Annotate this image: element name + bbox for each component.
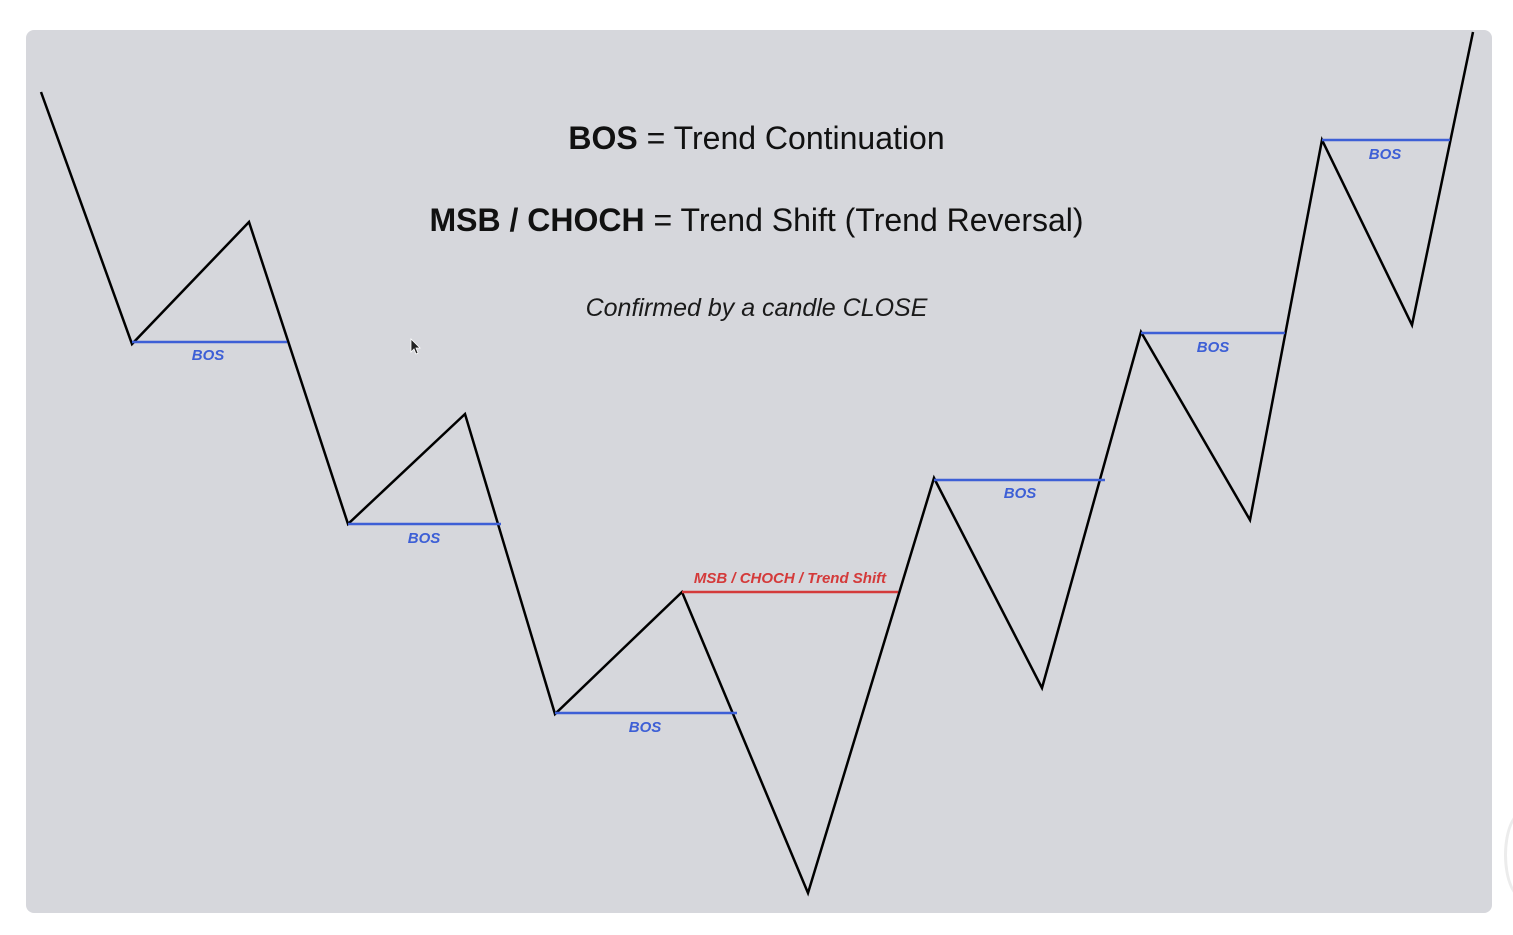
bos-label: BOS [628,719,662,736]
bos-label: BOS [191,347,225,364]
bos-label: BOS [1368,146,1402,163]
shift-definition-line: MSB / CHOCH = Trend Shift (Trend Reversa… [0,202,1513,239]
shift-definition: = Trend Shift (Trend Reversal) [653,202,1084,238]
bos-label: BOS [1003,485,1037,502]
bos-label: BOS [407,530,441,547]
mouse-cursor-icon [410,338,421,355]
bos-definition: = Trend Continuation [646,120,945,156]
bos-label: BOS [1196,339,1230,356]
price-path [39,31,1475,897]
bos-term: BOS [568,120,638,156]
slide-background [26,30,1492,913]
shift-term: MSB / CHOCH [429,202,645,238]
trend-shift-label: MSB / CHOCH / Trend Shift [693,570,887,587]
bos-definition-line: BOS = Trend Continuation [0,120,1513,157]
confirmation-note: Confirmed by a candle CLOSE [585,294,928,322]
